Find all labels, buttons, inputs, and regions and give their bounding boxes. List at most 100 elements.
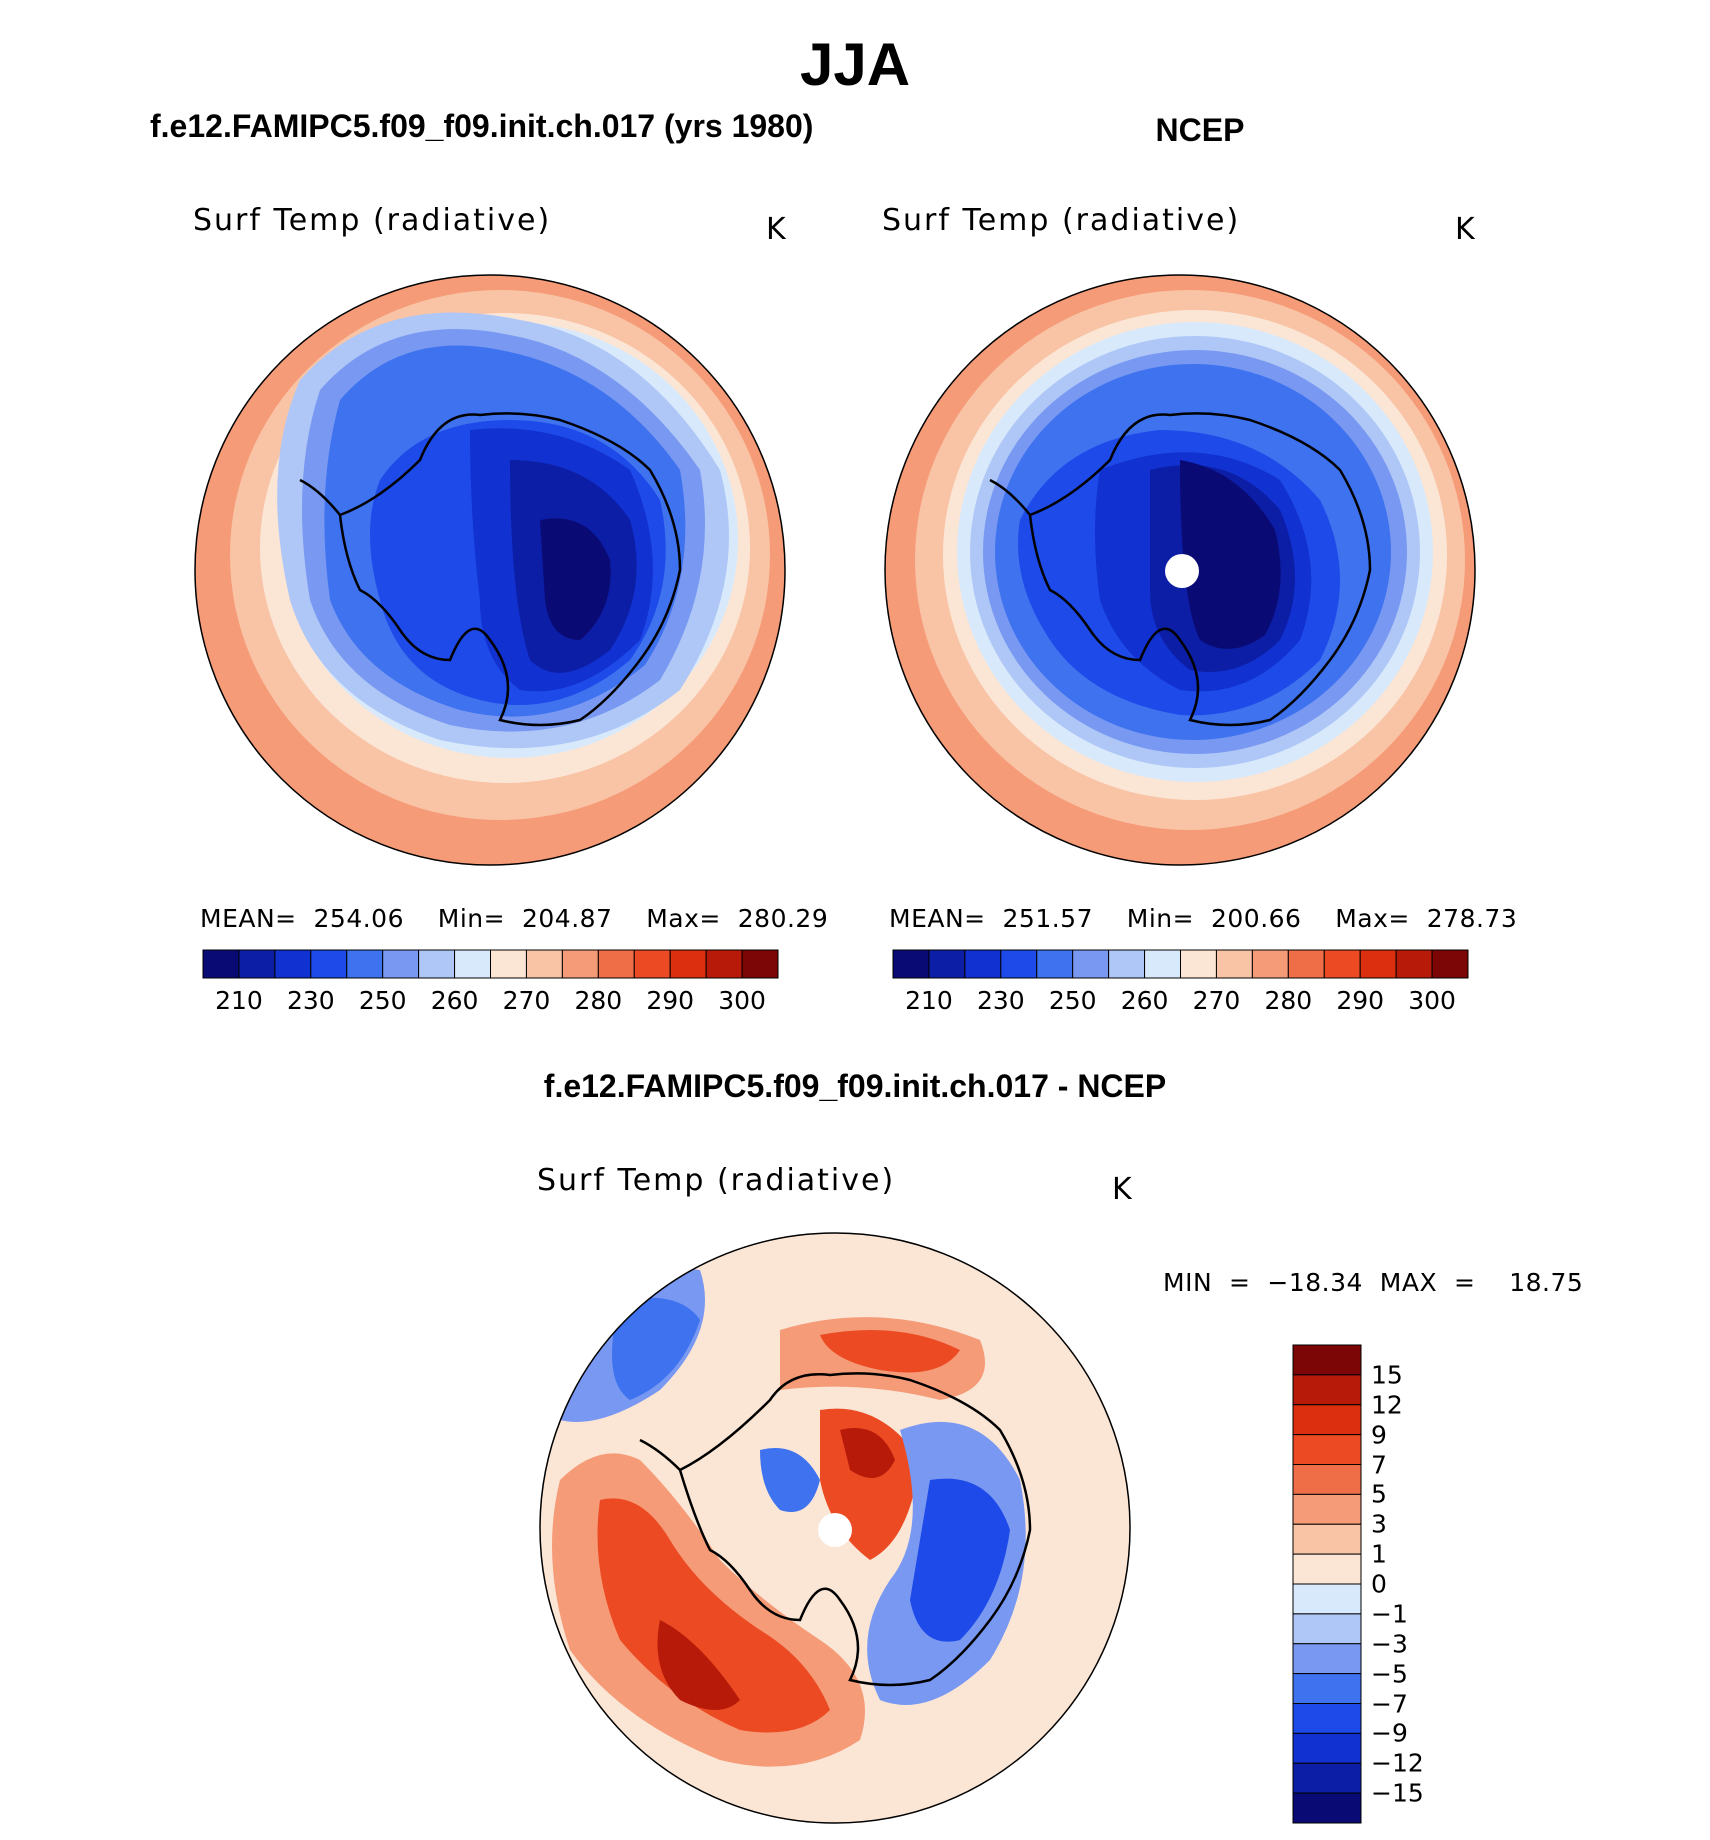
colorbar-swatch [310, 949, 348, 979]
figure-title: JJA [799, 31, 911, 98]
panel1-colorbar [202, 949, 779, 979]
panel2-map [885, 275, 1475, 865]
colorbar-swatch [1292, 1523, 1362, 1555]
panel3-map [540, 1233, 1130, 1823]
colorbar-tick-label: −9 [1371, 1718, 1408, 1748]
colorbar-swatch [1292, 1703, 1362, 1734]
colorbar-tick-label: 300 [718, 986, 766, 1015]
panel1-map [195, 275, 785, 865]
colorbar-swatch [1180, 949, 1217, 979]
colorbar-swatch [1292, 1643, 1362, 1675]
colorbar-tick-label: 7 [1371, 1450, 1387, 1479]
colorbar-tick-label: 1 [1371, 1539, 1387, 1569]
colorbar-tick-label: 12 [1371, 1390, 1403, 1420]
panel1-stats: MEAN= 254.06 Min= 204.87 Max= 280.29 [200, 904, 829, 933]
colorbar-swatch [346, 949, 384, 979]
colorbar-swatch [892, 949, 930, 979]
panel2-title: NCEP [1155, 112, 1245, 148]
panel3-stats: MIN = −18.34 MAX = 18.75 [1163, 1268, 1584, 1297]
colorbar-swatch [1072, 949, 1110, 979]
colorbar-tick-label: 290 [1336, 986, 1385, 1015]
colorbar-swatch [274, 949, 312, 979]
colorbar-tick-label: 260 [1120, 986, 1169, 1015]
colorbar-swatch [1431, 949, 1469, 979]
colorbar-swatch [1292, 1553, 1362, 1585]
colorbar-swatch [1292, 1673, 1362, 1704]
colorbar-swatch [1287, 949, 1325, 979]
colorbar-tick-label: −7 [1371, 1689, 1408, 1718]
colorbar-swatch [1292, 1732, 1362, 1764]
colorbar-swatch [382, 949, 420, 979]
colorbar-tick-label: 260 [430, 986, 479, 1015]
colorbar-swatch [1292, 1434, 1362, 1465]
colorbar-swatch [1292, 1762, 1362, 1794]
colorbar-swatch [964, 949, 1002, 979]
colorbar-tick-label: 270 [1192, 986, 1241, 1015]
colorbar-swatch [1251, 949, 1289, 979]
colorbar-tick-label: 280 [1264, 986, 1313, 1015]
colorbar-swatch [454, 949, 491, 979]
panel2-variable-label: Surf Temp (radiative) [882, 203, 1241, 238]
colorbar-swatch [597, 949, 635, 979]
colorbar-swatch [561, 949, 599, 979]
panel3-map-border [539, 1232, 1131, 1824]
colorbar-tick-label: 270 [502, 986, 551, 1015]
colorbar-tick-label: 210 [215, 986, 263, 1015]
colorbar-tick-label: 300 [1408, 986, 1456, 1015]
colorbar-tick-label: 250 [1048, 986, 1097, 1015]
colorbar-swatch [669, 949, 707, 979]
panel2-map-border [884, 274, 1476, 866]
panel1-units: K [766, 212, 786, 247]
colorbar-swatch [1144, 949, 1181, 979]
colorbar-swatch [705, 949, 743, 979]
colorbar-swatch [238, 949, 276, 979]
colorbar-tick-label: −1 [1371, 1599, 1408, 1629]
colorbar-swatch [418, 949, 456, 979]
colorbar-swatch [1292, 1344, 1362, 1376]
colorbar-swatch [1108, 949, 1146, 979]
panel2-units: K [1455, 212, 1475, 247]
colorbar-tick-label: 9 [1371, 1420, 1387, 1450]
colorbar-tick-label: 250 [358, 986, 407, 1015]
colorbar-swatch [1292, 1404, 1362, 1436]
colorbar-tick-label: −3 [1371, 1629, 1408, 1659]
panel3-colorbar [1292, 1344, 1362, 1824]
colorbar-tick-label: −15 [1371, 1778, 1424, 1808]
colorbar-tick-label: 210 [905, 986, 953, 1015]
colorbar-tick-label: −5 [1371, 1659, 1408, 1689]
colorbar-swatch [1036, 949, 1074, 979]
panel2-coastline [989, 412, 1372, 727]
colorbar-swatch [1359, 949, 1397, 979]
panel3-variable-label: Surf Temp (radiative) [537, 1163, 896, 1198]
colorbar-tick-label: 230 [976, 986, 1025, 1015]
colorbar-swatch [202, 949, 240, 979]
panel1-title: f.e12.FAMIPC5.f09_f09.init.ch.017 (yrs 1… [150, 108, 814, 144]
colorbar-tick-label: 0 [1371, 1569, 1387, 1599]
panel1-variable-label: Surf Temp (radiative) [193, 203, 552, 238]
panel1-map-border [194, 274, 786, 866]
colorbar-swatch [741, 949, 779, 979]
colorbar-tick-label: 5 [1371, 1479, 1387, 1509]
panel2-stats: MEAN= 251.57 Min= 200.66 Max= 278.73 [889, 904, 1518, 933]
colorbar-swatch [1323, 949, 1361, 979]
colorbar-swatch [633, 949, 671, 979]
colorbar-swatch [1292, 1464, 1362, 1495]
panel1-coastline [299, 412, 682, 727]
colorbar-swatch [1395, 949, 1433, 979]
panel3-units: K [1112, 1172, 1132, 1207]
colorbar-swatch [1292, 1374, 1362, 1406]
colorbar-tick-label: 3 [1371, 1509, 1387, 1539]
panel3-title: f.e12.FAMIPC5.f09_f09.init.ch.017 - NCEP [543, 1068, 1167, 1104]
colorbar-swatch [928, 949, 966, 979]
colorbar-tick-label: 280 [574, 986, 623, 1015]
panel2-colorbar [892, 949, 1469, 979]
colorbar-tick-label: 230 [286, 986, 335, 1015]
panel3-coastline [639, 1372, 1032, 1687]
colorbar-tick-label: 15 [1371, 1360, 1403, 1390]
colorbar-swatch [1292, 1583, 1362, 1615]
colorbar-swatch [490, 949, 527, 979]
colorbar-swatch [1000, 949, 1038, 979]
colorbar-swatch [525, 949, 563, 979]
colorbar-swatch [1292, 1493, 1362, 1525]
